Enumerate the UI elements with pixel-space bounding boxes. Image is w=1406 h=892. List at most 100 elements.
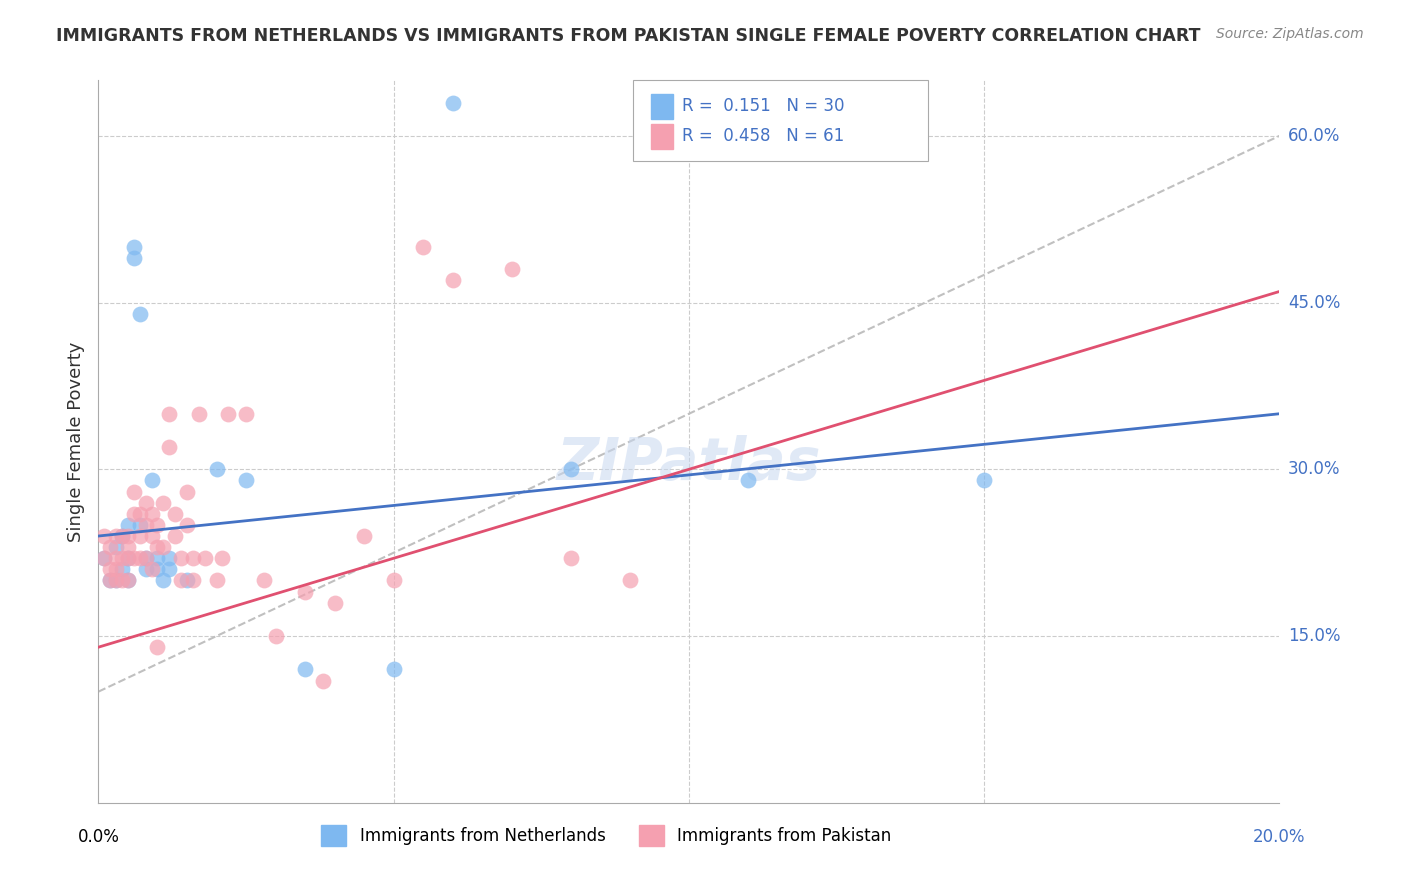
Point <box>117 574 139 588</box>
Point <box>146 551 169 566</box>
Point <box>194 551 217 566</box>
Point <box>146 640 169 655</box>
Point <box>157 551 180 566</box>
Point <box>211 551 233 566</box>
Point <box>165 507 187 521</box>
Text: ZIPatlas: ZIPatlas <box>557 434 821 491</box>
Point <box>122 251 145 265</box>
Point <box>737 474 759 488</box>
Point <box>117 529 139 543</box>
Point <box>264 629 287 643</box>
Point <box>441 95 464 110</box>
Point <box>441 273 464 287</box>
Point <box>165 529 187 543</box>
Point <box>235 474 257 488</box>
Point <box>973 474 995 488</box>
Point <box>117 551 139 566</box>
Point <box>176 574 198 588</box>
Point <box>157 407 180 421</box>
Point <box>93 551 115 566</box>
Point <box>135 562 157 576</box>
Text: 45.0%: 45.0% <box>1288 293 1340 311</box>
Text: Source: ZipAtlas.com: Source: ZipAtlas.com <box>1216 27 1364 41</box>
Point <box>312 673 335 688</box>
Point <box>93 529 115 543</box>
Point <box>501 262 523 277</box>
Point <box>105 529 128 543</box>
Point <box>170 551 193 566</box>
Point <box>105 551 128 566</box>
Y-axis label: Single Female Poverty: Single Female Poverty <box>66 342 84 541</box>
Point <box>170 574 193 588</box>
Point <box>122 507 145 521</box>
Point <box>353 529 375 543</box>
Point <box>382 574 405 588</box>
Point <box>217 407 239 421</box>
Point <box>117 551 139 566</box>
Point <box>98 540 121 554</box>
Text: R =  0.458   N = 61: R = 0.458 N = 61 <box>682 128 844 145</box>
Point <box>93 551 115 566</box>
Point <box>122 551 145 566</box>
Point <box>122 240 145 254</box>
Point <box>141 474 163 488</box>
Point <box>181 574 204 588</box>
Point <box>128 529 150 543</box>
Point <box>176 517 198 532</box>
Point <box>146 562 169 576</box>
Point <box>294 584 316 599</box>
Point <box>382 662 405 676</box>
Point <box>128 551 150 566</box>
Point <box>117 517 139 532</box>
Point <box>152 540 174 554</box>
Point <box>128 507 150 521</box>
Text: IMMIGRANTS FROM NETHERLANDS VS IMMIGRANTS FROM PAKISTAN SINGLE FEMALE POVERTY CO: IMMIGRANTS FROM NETHERLANDS VS IMMIGRANT… <box>56 27 1201 45</box>
Point <box>323 596 346 610</box>
Point <box>105 540 128 554</box>
Point <box>412 240 434 254</box>
Point <box>560 462 582 476</box>
Point <box>117 574 139 588</box>
Point <box>111 574 134 588</box>
Point <box>105 562 128 576</box>
Point <box>152 496 174 510</box>
Point <box>111 551 134 566</box>
Point <box>98 574 121 588</box>
Point <box>111 562 134 576</box>
Point <box>560 551 582 566</box>
Text: 0.0%: 0.0% <box>77 828 120 846</box>
Text: 60.0%: 60.0% <box>1288 127 1340 145</box>
Point <box>181 551 204 566</box>
Point <box>111 529 134 543</box>
Point <box>146 540 169 554</box>
Point <box>253 574 276 588</box>
Point <box>157 562 180 576</box>
Point <box>294 662 316 676</box>
Point <box>187 407 209 421</box>
Point <box>205 462 228 476</box>
Point <box>176 484 198 499</box>
Point <box>141 507 163 521</box>
Point <box>205 574 228 588</box>
Point <box>135 517 157 532</box>
Point <box>157 440 180 454</box>
Text: 30.0%: 30.0% <box>1288 460 1340 478</box>
Point <box>146 517 169 532</box>
Point <box>235 407 257 421</box>
Point <box>122 484 145 499</box>
Point <box>105 574 128 588</box>
Point <box>117 540 139 554</box>
Point <box>619 574 641 588</box>
Point <box>141 562 163 576</box>
Point <box>152 574 174 588</box>
Point <box>98 562 121 576</box>
Point <box>98 574 121 588</box>
Legend: Immigrants from Netherlands, Immigrants from Pakistan: Immigrants from Netherlands, Immigrants … <box>315 819 898 852</box>
Point <box>111 529 134 543</box>
Point <box>141 529 163 543</box>
Text: 20.0%: 20.0% <box>1253 828 1306 846</box>
Point <box>105 574 128 588</box>
Point <box>135 496 157 510</box>
Point <box>128 307 150 321</box>
Point <box>135 551 157 566</box>
